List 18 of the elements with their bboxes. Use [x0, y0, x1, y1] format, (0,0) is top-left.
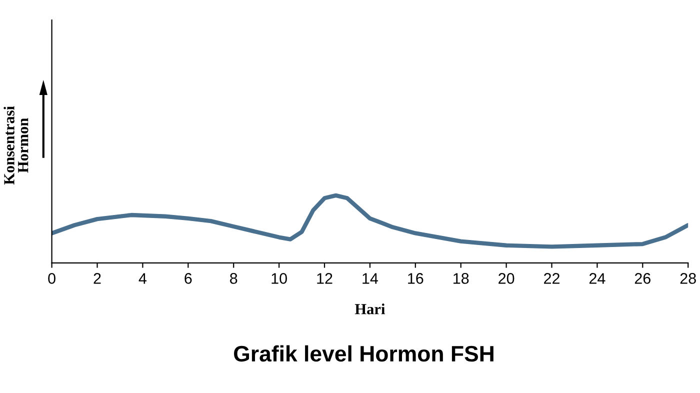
x-tick-label: 22 [544, 273, 560, 284]
x-tick-label: 24 [589, 273, 606, 284]
x-tick-label: 2 [94, 273, 101, 284]
x-tick-label: 0 [48, 273, 56, 284]
x-tick-label: 18 [454, 273, 469, 284]
x-tick-label: 6 [184, 273, 192, 284]
x-tick-label: 26 [634, 273, 650, 284]
x-tick-label: 20 [498, 273, 514, 284]
x-tick-label: 8 [230, 273, 238, 284]
x-axis-title: Hari [354, 304, 385, 314]
x-tick-label: 4 [138, 273, 146, 284]
x-tick-label: 16 [408, 273, 424, 284]
x-tick-label: 12 [317, 273, 332, 284]
x-tick-label: 10 [272, 273, 287, 284]
x-tick-label: 28 [680, 273, 696, 284]
text: Grafik level Hormon FSH [234, 345, 494, 362]
y-axis-title: Konsentrasi Hormon [4, 106, 28, 185]
x-tick-label: 14 [362, 273, 378, 284]
